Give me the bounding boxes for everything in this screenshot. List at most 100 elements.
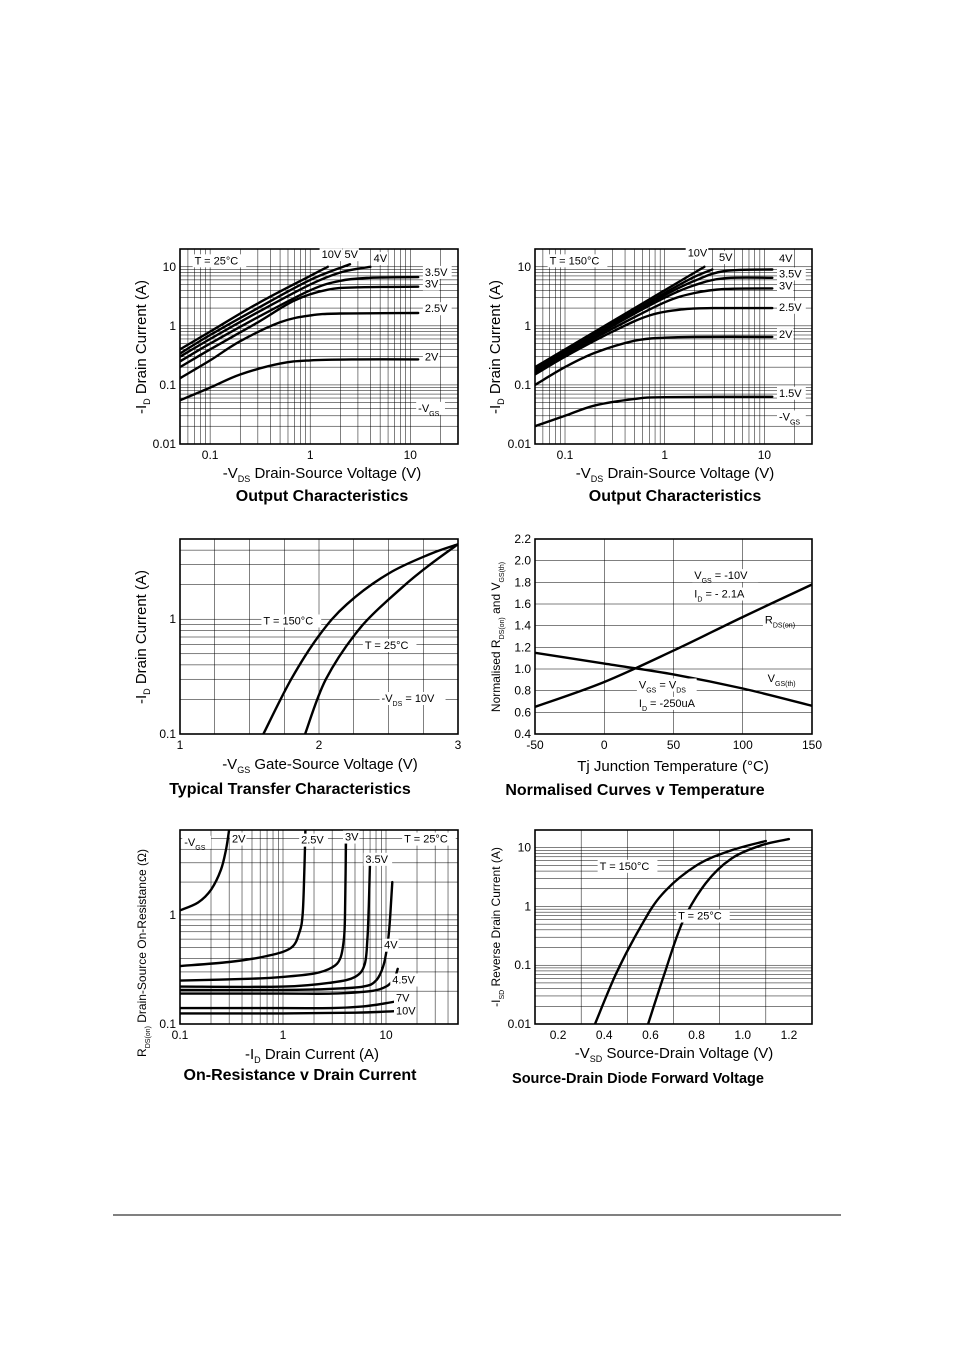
- annotation-0: -VDS = 10V: [382, 693, 436, 708]
- x-axis-label: -VDS Drain-Source Voltage (V): [223, 465, 421, 484]
- series-line-3: [535, 276, 774, 373]
- series-line-7: [180, 1009, 403, 1015]
- x-tick-label: 1: [177, 738, 184, 752]
- annotation-bg: [547, 254, 608, 268]
- y-tick-label: 0.1: [514, 378, 531, 392]
- series-line-1: [535, 268, 714, 370]
- series-line-4: [180, 285, 420, 369]
- series-label-5: 2.5V: [425, 303, 448, 315]
- series-label-0: 2V: [232, 834, 246, 846]
- x-tick-label: 0.2: [550, 1028, 567, 1042]
- series-label-bg: [393, 1004, 417, 1018]
- y-tick-label: 10: [163, 260, 177, 274]
- series-label-bg: [230, 832, 247, 846]
- series-line-5: [180, 311, 420, 380]
- series-line-6: [180, 999, 403, 1010]
- series-line-1: [180, 830, 307, 968]
- annotation-3: ID = -250uA: [639, 698, 696, 713]
- series-line-7: [535, 395, 774, 428]
- y-tick-label: 0.6: [514, 705, 531, 719]
- y-tick-label: 0.1: [514, 958, 531, 972]
- series-label-bg: [319, 248, 343, 262]
- series-label-2: 3V: [345, 832, 359, 844]
- x-axis-label: Tj Junction Temperature (°C): [577, 758, 769, 775]
- y-axis-label: RDS(on) Drain-Source On-Resistance (Ω): [135, 849, 152, 1057]
- y-axis-label: Normalised RDS(on) and VGS(th): [489, 562, 506, 712]
- series-line-0: [180, 830, 231, 912]
- annotation-bg: [692, 587, 771, 601]
- plot-frame: [534, 538, 813, 735]
- x-tick-label: 0.1: [557, 448, 574, 462]
- x-tick-label: 0.6: [642, 1028, 659, 1042]
- y-tick-label: 0.4: [514, 727, 531, 741]
- y-tick-label: 1.0: [514, 662, 531, 676]
- y-tick-label: 1.6: [514, 597, 531, 611]
- y-tick-label: 0.1: [159, 727, 176, 741]
- y-tick-label: 10: [518, 260, 532, 274]
- x-tick-label: 1: [280, 1028, 287, 1042]
- x-axis-label: -VGS Gate-Source Voltage (V): [222, 756, 418, 775]
- y-axis-label: -ID Drain Current (A): [487, 280, 506, 414]
- series-label-bg: [762, 613, 786, 627]
- series-label-bg: [261, 614, 322, 628]
- series-label-bg: [776, 279, 794, 293]
- y-axis-label: -ID Drain Current (A): [133, 280, 152, 414]
- annotation-1: ID = - 2.1A: [694, 589, 745, 604]
- series-label-bg: [390, 973, 420, 987]
- chart-title: Output Characteristics: [589, 488, 762, 505]
- x-tick-label: 10: [379, 1028, 393, 1042]
- x-tick-label: 1: [661, 448, 668, 462]
- x-tick-label: 50: [667, 738, 681, 752]
- series-label-7: 1.5V: [779, 388, 802, 400]
- y-tick-label: 0.1: [159, 378, 176, 392]
- series-label-0: RDS(on): [765, 615, 795, 630]
- annotation-1: T = 25°C: [404, 834, 448, 846]
- series-line-3: [180, 275, 420, 363]
- chart-4: RDS(on) VGS(th) VGS = -10V ID = - 2.1A VGS =…: [489, 532, 822, 799]
- x-tick-label: 10: [404, 448, 418, 462]
- series-line-3: [180, 861, 372, 989]
- series-label-3: 3.5V: [779, 268, 802, 280]
- series-line-0: [180, 265, 329, 351]
- y-tick-label: 1: [169, 319, 176, 333]
- series-label-1: 5V: [344, 249, 358, 261]
- series-label-1: 2.5V: [301, 835, 324, 847]
- series-label-5: 4.5V: [392, 975, 415, 987]
- series-label-bg: [776, 300, 806, 314]
- x-tick-label: 3: [455, 738, 462, 752]
- annotation-0: T = 25°C: [195, 255, 239, 267]
- x-tick-label: 0.4: [596, 1028, 613, 1042]
- y-tick-label: 1: [524, 319, 531, 333]
- series-label-bg: [363, 852, 393, 866]
- y-tick-label: 1: [169, 612, 176, 626]
- series-label-1: T = 25°C: [365, 640, 409, 652]
- y-tick-label: 1.2: [514, 640, 531, 654]
- series-label-bg: [685, 246, 709, 260]
- series-label-bg: [776, 267, 806, 281]
- annotation-0: -VGS: [184, 837, 205, 852]
- x-tick-label: 0.1: [172, 1028, 189, 1042]
- series-label-1: 5V: [719, 252, 733, 264]
- annotation-0: T = 150°C: [550, 255, 600, 267]
- series-label-bg: [422, 350, 440, 364]
- series-label-3: 3.5V: [365, 854, 388, 866]
- annotation-0: VGS = -10V: [694, 570, 748, 585]
- series-label-bg: [422, 277, 440, 291]
- series-line-1: [535, 651, 812, 707]
- series-label-bg: [422, 265, 452, 279]
- series-line-1: [303, 543, 458, 734]
- x-tick-label: 150: [802, 738, 822, 752]
- annotation-bg: [692, 569, 759, 583]
- series-line-2: [535, 268, 774, 371]
- series-label-3: 3.5V: [425, 267, 448, 279]
- series-line-0: [593, 839, 767, 1024]
- series-label-0: T = 150°C: [263, 615, 313, 627]
- series-label-bg: [422, 302, 452, 316]
- series-label-bg: [776, 386, 806, 400]
- series-line-4: [180, 880, 394, 992]
- series-label-4: 4V: [384, 940, 398, 952]
- annotation-1: -VGS: [779, 411, 800, 426]
